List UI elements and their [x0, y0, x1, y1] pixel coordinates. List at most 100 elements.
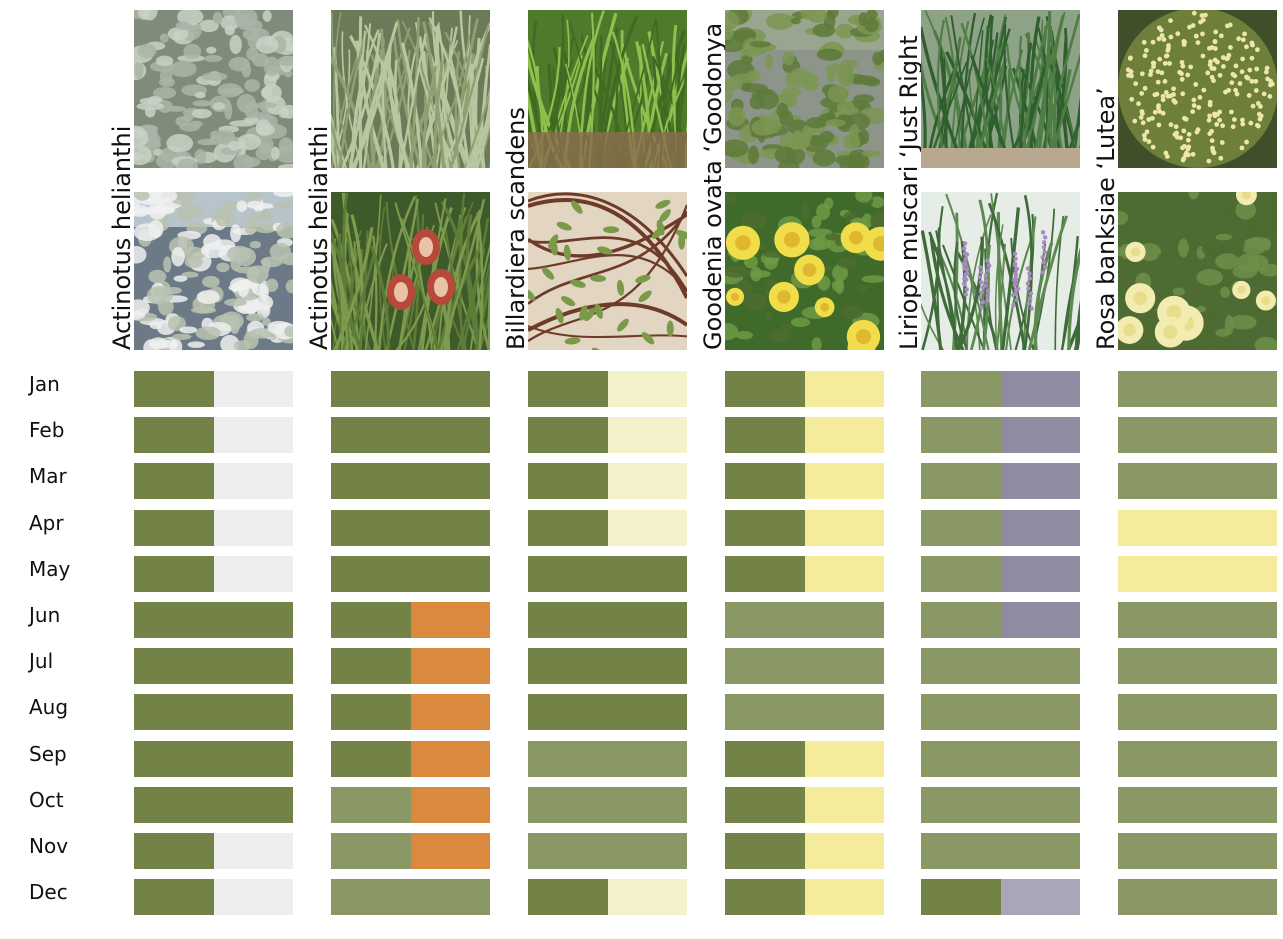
calendar-cell	[528, 510, 687, 546]
calendar-cell	[528, 602, 687, 638]
calendar-cell	[134, 879, 293, 915]
calendar-segment	[1000, 510, 1080, 546]
calendar-segment	[725, 463, 805, 499]
strappy-leaf-clump-photo	[921, 10, 1080, 168]
calendar-cell	[725, 694, 884, 730]
calendar-cell	[134, 602, 293, 638]
calendar-segment	[725, 556, 805, 592]
calendar-cell	[1118, 510, 1277, 546]
calendar-segment	[331, 556, 490, 592]
calendar-segment	[607, 879, 687, 915]
calendar-segment	[804, 371, 884, 407]
calendar-segment	[134, 510, 214, 546]
calendar-segment	[1118, 371, 1277, 407]
calendar-segment	[528, 417, 608, 453]
weeping-rose-bush-photo	[1118, 10, 1277, 168]
calendar-segment	[1118, 417, 1277, 453]
calendar-cell	[331, 417, 490, 453]
calendar-segment	[528, 741, 687, 777]
calendar-segment	[725, 648, 884, 684]
calendar-cell	[528, 741, 687, 777]
plant-name-5: Liriope muscari ‘Just Right	[895, 35, 923, 350]
calendar-cell	[921, 371, 1080, 407]
calendar-segment	[1118, 602, 1277, 638]
calendar-cell	[725, 417, 884, 453]
calendar-segment	[804, 463, 884, 499]
calendar-segment	[725, 741, 805, 777]
calendar-segment	[921, 417, 1001, 453]
calendar-cell	[1118, 463, 1277, 499]
calendar-cell	[725, 833, 884, 869]
calendar-cell	[725, 741, 884, 777]
calendar-segment	[725, 510, 805, 546]
calendar-cell	[134, 510, 293, 546]
calendar-segment	[1118, 556, 1277, 592]
calendar-cell	[725, 556, 884, 592]
calendar-segment	[804, 417, 884, 453]
calendar-cell	[134, 371, 293, 407]
calendar-cell	[528, 648, 687, 684]
calendar-segment	[921, 787, 1080, 823]
calendar-segment	[1000, 371, 1080, 407]
calendar-segment	[213, 556, 293, 592]
calendar-cell	[331, 694, 490, 730]
month-label-dec: Dec	[29, 880, 68, 905]
calendar-segment	[134, 463, 214, 499]
calendar-segment	[921, 833, 1080, 869]
calendar-segment	[134, 417, 214, 453]
calendar-segment	[921, 510, 1001, 546]
calendar-segment	[410, 602, 490, 638]
calendar-segment	[607, 417, 687, 453]
calendar-segment	[921, 694, 1080, 730]
calendar-segment	[528, 602, 687, 638]
calendar-cell	[528, 417, 687, 453]
calendar-segment	[725, 787, 805, 823]
calendar-cell	[921, 787, 1080, 823]
calendar-cell	[921, 417, 1080, 453]
calendar-segment	[331, 648, 411, 684]
calendar-segment	[528, 694, 687, 730]
calendar-segment	[134, 833, 214, 869]
calendar-segment	[213, 879, 293, 915]
calendar-cell	[1118, 833, 1277, 869]
calendar-segment	[607, 510, 687, 546]
calendar-cell	[134, 463, 293, 499]
calendar-segment	[921, 556, 1001, 592]
calendar-segment	[134, 741, 293, 777]
plant-name-3: Billardiera scandens	[502, 107, 530, 350]
calendar-segment	[607, 371, 687, 407]
calendar-segment	[528, 787, 687, 823]
yellow-flowers-photo	[725, 192, 884, 350]
calendar-cell	[134, 787, 293, 823]
calendar-segment	[410, 833, 490, 869]
calendar-cell	[921, 602, 1080, 638]
calendar-cell	[134, 556, 293, 592]
plant-name-1: Actinotus helianthi	[108, 125, 136, 350]
calendar-segment	[134, 694, 293, 730]
calendar-segment	[921, 648, 1080, 684]
calendar-cell	[1118, 556, 1277, 592]
month-label-may: May	[29, 556, 71, 581]
calendar-cell	[134, 648, 293, 684]
calendar-cell	[921, 556, 1080, 592]
calendar-segment	[331, 833, 411, 869]
calendar-segment	[1000, 463, 1080, 499]
calendar-segment	[921, 371, 1001, 407]
calendar-cell	[134, 417, 293, 453]
calendar-cell	[921, 463, 1080, 499]
calendar-cell	[331, 556, 490, 592]
calendar-segment	[410, 648, 490, 684]
month-label-jan: Jan	[29, 372, 60, 396]
calendar-segment	[1118, 510, 1277, 546]
calendar-segment	[331, 741, 411, 777]
calendar-segment	[528, 371, 608, 407]
plant-name-2: Actinotus helianthi	[305, 125, 333, 350]
calendar-cell	[134, 833, 293, 869]
calendar-cell	[331, 741, 490, 777]
calendar-segment	[331, 510, 490, 546]
calendar-segment	[331, 879, 490, 915]
month-label-aug: Aug	[29, 695, 69, 720]
purple-flower-spikes-photo	[921, 192, 1080, 350]
calendar-segment	[331, 371, 490, 407]
calendar-segment	[331, 787, 411, 823]
